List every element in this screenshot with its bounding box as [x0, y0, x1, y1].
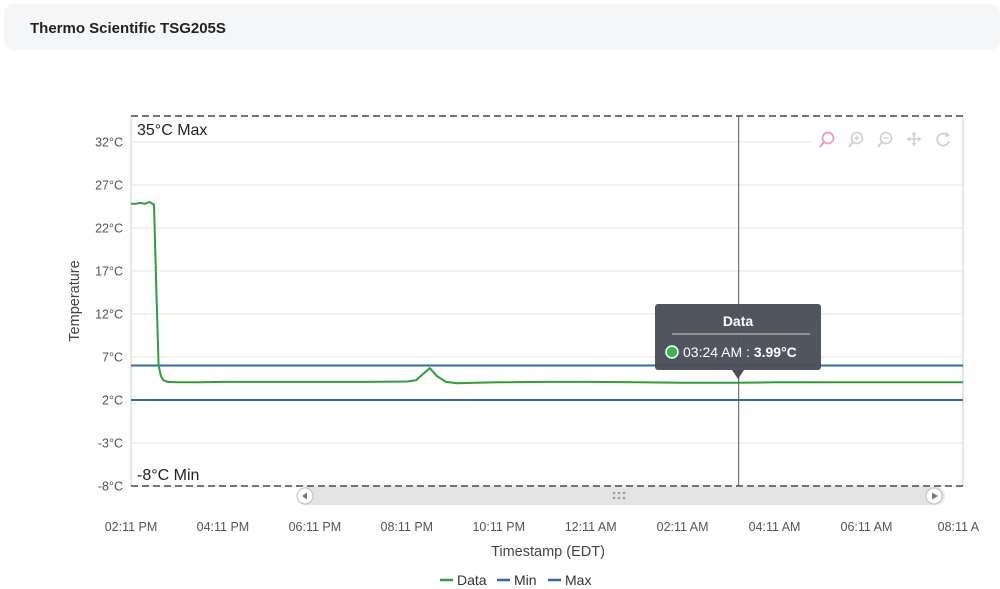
selection-zoom-icon[interactable]	[819, 131, 835, 148]
tooltip-time: 03:24 AM	[683, 344, 742, 360]
min-threshold-label: -8°C Min	[137, 467, 199, 484]
tooltip-value: 3.99°C	[754, 344, 797, 360]
y-tick-label: 2°C	[102, 393, 123, 407]
x-tick-label: 10:11 PM	[472, 520, 525, 534]
range-scrollbar[interactable]	[296, 487, 945, 505]
y-tick-label: 32°C	[95, 135, 123, 149]
x-axis: 02:11 PM 04:11 PM 06:11 PM 08:11 PM 10:11 PM…	[105, 520, 980, 534]
x-tick-label: 06:11 AM	[841, 520, 893, 534]
chart-legend: Data Min Max	[440, 572, 591, 588]
legend-item-max[interactable]: Max	[548, 572, 591, 588]
y-tick-label: 12°C	[95, 307, 123, 321]
y-tick-label: 7°C	[102, 350, 123, 364]
x-tick-label: 02:11 AM	[657, 520, 709, 534]
device-title: Thermo Scientific TSG205S	[30, 20, 226, 37]
legend-label-min: Min	[514, 572, 537, 588]
tooltip-box	[655, 304, 821, 370]
y-axis: 32°C 27°C 22°C 17°C 12°C 7°C 2°C -3°C -8°C	[95, 135, 123, 493]
legend-item-min[interactable]: Min	[497, 572, 537, 588]
data-tooltip: Data 03:24 AM : 3.99°C	[655, 304, 821, 379]
pan-icon[interactable]	[907, 132, 921, 146]
tooltip-separator: :	[742, 344, 754, 360]
x-tick-label: 02:11 PM	[105, 520, 158, 534]
scrollbar-track[interactable]	[297, 487, 945, 505]
device-header: Thermo Scientific TSG205S	[4, 4, 1000, 50]
series-layer	[131, 201, 963, 401]
y-tick-label: -3°C	[98, 436, 123, 450]
zoom-in-icon[interactable]	[848, 131, 864, 148]
x-tick-label: 12:11 AM	[565, 520, 617, 534]
series-line-data	[131, 201, 963, 385]
tooltip-text: 03:24 AM : 3.99°C	[683, 344, 797, 360]
chart-grid	[130, 116, 964, 487]
chart-toolbar	[812, 124, 962, 158]
toolbar-background	[812, 124, 962, 158]
scroll-left-button[interactable]	[296, 487, 314, 505]
scroll-right-button[interactable]	[925, 487, 943, 505]
tooltip-series-marker	[665, 345, 679, 359]
y-tick-label: 27°C	[95, 178, 123, 192]
reset-icon[interactable]	[936, 132, 950, 147]
legend-label-max: Max	[565, 572, 591, 588]
scroll-grip-icon[interactable]	[612, 491, 626, 500]
max-threshold-label: 35°C Max	[137, 122, 207, 139]
legend-item-data[interactable]: Data	[440, 572, 487, 588]
zoom-out-icon[interactable]	[877, 131, 893, 148]
legend-label-data: Data	[457, 572, 487, 588]
x-tick-label: 04:11 AM	[749, 520, 801, 534]
y-tick-label: 17°C	[95, 264, 123, 278]
y-tick-label: 22°C	[95, 221, 123, 235]
tooltip-pointer	[732, 370, 744, 379]
x-tick-label: 08:11 A	[938, 520, 980, 534]
x-tick-label: 04:11 PM	[197, 520, 250, 534]
tooltip-title: Data	[723, 313, 754, 329]
x-axis-title: Timestamp (EDT)	[491, 544, 605, 560]
x-tick-label: 08:11 PM	[381, 520, 434, 534]
y-tick-label: -8°C	[98, 480, 123, 494]
y-axis-title: Temperature	[67, 260, 83, 341]
threshold-bands: 35°C Max -8°C Min	[131, 115, 963, 487]
x-tick-label: 06:11 PM	[289, 520, 342, 534]
